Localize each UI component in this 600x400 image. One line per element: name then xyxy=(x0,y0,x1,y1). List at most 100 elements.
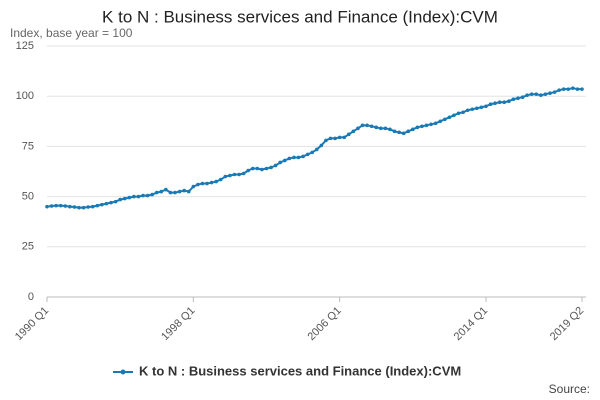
data-point xyxy=(77,205,81,210)
x-tick-label: 1990 Q1 xyxy=(13,305,51,343)
data-point xyxy=(379,126,383,131)
data-point xyxy=(228,173,232,178)
data-point xyxy=(479,105,484,110)
data-point xyxy=(191,184,196,189)
data-point xyxy=(186,189,191,194)
x-tick-label: 2014 Q1 xyxy=(452,305,490,343)
chart-subtitle: Index, base year = 100 xyxy=(10,26,133,40)
data-point xyxy=(141,193,145,198)
data-point xyxy=(237,172,241,177)
data-point xyxy=(520,95,525,100)
data-point xyxy=(328,136,333,141)
data-point xyxy=(369,124,374,129)
data-point xyxy=(392,129,397,134)
data-point xyxy=(90,204,95,209)
data-point xyxy=(173,190,177,195)
data-point xyxy=(497,100,502,105)
data-point xyxy=(214,179,218,184)
data-point xyxy=(132,194,136,199)
data-point xyxy=(383,126,388,131)
data-point xyxy=(154,190,159,195)
data-point xyxy=(552,90,557,94)
data-point xyxy=(411,127,415,132)
data-point xyxy=(113,199,118,204)
data-point xyxy=(54,203,58,208)
data-point xyxy=(507,99,511,104)
data-point xyxy=(250,166,255,171)
data-point xyxy=(95,203,100,208)
data-point xyxy=(164,187,168,192)
data-point xyxy=(557,88,561,92)
x-tick-label: 1998 Q1 xyxy=(159,305,197,343)
data-point xyxy=(447,115,452,120)
data-point xyxy=(118,197,122,202)
data-point xyxy=(351,129,356,134)
data-point xyxy=(333,136,337,141)
data-point xyxy=(282,158,287,163)
data-point xyxy=(415,125,420,130)
data-point xyxy=(72,205,77,209)
data-point xyxy=(232,172,237,177)
data-point xyxy=(218,177,223,182)
data-point xyxy=(196,182,200,187)
data-point xyxy=(360,123,365,128)
data-point xyxy=(493,101,497,106)
data-point xyxy=(580,87,584,91)
data-point xyxy=(452,113,456,118)
data-point xyxy=(488,102,493,107)
data-point xyxy=(475,106,479,111)
data-point xyxy=(470,107,475,112)
data-point xyxy=(177,189,182,194)
data-point xyxy=(86,205,90,209)
series-line xyxy=(46,87,582,209)
data-point xyxy=(342,135,347,140)
data-point xyxy=(365,123,369,128)
data-point xyxy=(388,127,392,132)
data-point xyxy=(122,196,127,201)
data-point xyxy=(511,97,516,102)
data-point xyxy=(45,204,49,209)
y-tick-label: 75 xyxy=(22,140,34,152)
data-point xyxy=(58,203,63,208)
data-point xyxy=(223,174,228,179)
data-point xyxy=(571,86,575,90)
legend-label: K to N : Business services and Finance (… xyxy=(139,363,461,378)
data-point xyxy=(278,160,283,165)
data-point xyxy=(287,156,292,161)
data-point xyxy=(49,204,54,208)
data-point xyxy=(561,87,566,91)
data-point xyxy=(292,155,296,160)
data-point xyxy=(548,91,552,95)
chart-title: K to N : Business services and Finance (… xyxy=(102,7,498,26)
data-point xyxy=(433,121,438,126)
data-point xyxy=(484,104,488,109)
data-point xyxy=(241,171,246,176)
data-point xyxy=(543,92,548,96)
data-point xyxy=(516,96,520,101)
data-point xyxy=(182,188,186,193)
data-point xyxy=(429,122,433,127)
data-point xyxy=(310,150,315,155)
data-point xyxy=(296,155,301,160)
data-point xyxy=(319,143,324,148)
data-point xyxy=(401,131,406,136)
data-point xyxy=(104,201,109,206)
data-point xyxy=(301,154,305,159)
data-point xyxy=(205,181,209,186)
data-point xyxy=(200,181,205,186)
y-tick-label: 0 xyxy=(28,291,34,303)
data-point xyxy=(346,132,351,137)
legend-marker xyxy=(120,369,126,375)
data-point xyxy=(255,166,260,171)
data-point xyxy=(127,195,132,200)
data-point xyxy=(575,87,580,91)
data-point xyxy=(168,190,173,195)
data-point xyxy=(100,202,104,207)
data-point xyxy=(63,204,68,208)
data-point xyxy=(68,204,72,209)
y-tick-label: 125 xyxy=(16,40,34,52)
data-point xyxy=(81,205,86,210)
data-point xyxy=(502,100,507,105)
data-point xyxy=(566,87,571,91)
data-point xyxy=(324,138,328,143)
